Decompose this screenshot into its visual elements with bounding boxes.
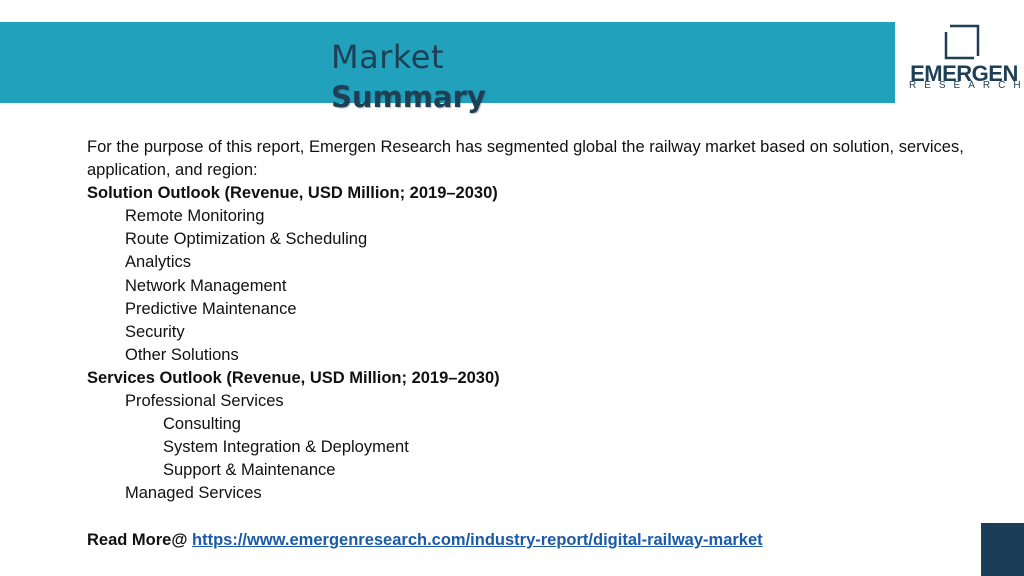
services-heading: Services Outlook (Revenue, USD Million; … [87, 368, 500, 387]
list-item: Analytics [125, 253, 192, 272]
list-item: Support & Maintenance [163, 461, 336, 480]
list-item: Security [125, 322, 185, 341]
intro-text: For the purpose of this report, Emergen … [87, 138, 964, 180]
spacer [87, 506, 1022, 529]
page-title-line1: Market [331, 38, 444, 76]
solution-heading: Solution Outlook (Revenue, USD Million; … [87, 184, 498, 203]
read-more: Read More@ https://www.emergenresearch.c… [87, 529, 1022, 552]
list-item: Predictive Maintenance [125, 299, 297, 318]
corner-accent [981, 523, 1024, 576]
page-title-line2: Summary [331, 80, 486, 114]
logo-subtext: RESEARCH [909, 80, 1024, 91]
read-more-link[interactable]: https://www.emergenresearch.com/industry… [192, 530, 763, 549]
list-item: Network Management [125, 276, 287, 295]
list-item: Professional Services [125, 392, 284, 411]
list-item: System Integration & Deployment [163, 438, 409, 457]
list-item: Managed Services [125, 484, 262, 503]
summary-content: For the purpose of this report, Emergen … [87, 136, 1022, 552]
logo-square-icon [944, 24, 980, 60]
list-item: Remote Monitoring [125, 207, 265, 226]
header-banner [0, 22, 895, 103]
list-item: Route Optimization & Scheduling [125, 230, 368, 249]
list-item: Other Solutions [125, 345, 239, 364]
logo-wordmark: EMERGEN [910, 61, 1018, 86]
read-more-label: Read More@ [87, 530, 193, 549]
emergen-logo: EMERGEN RESEARCH [904, 22, 1024, 102]
list-item: Consulting [163, 415, 241, 434]
